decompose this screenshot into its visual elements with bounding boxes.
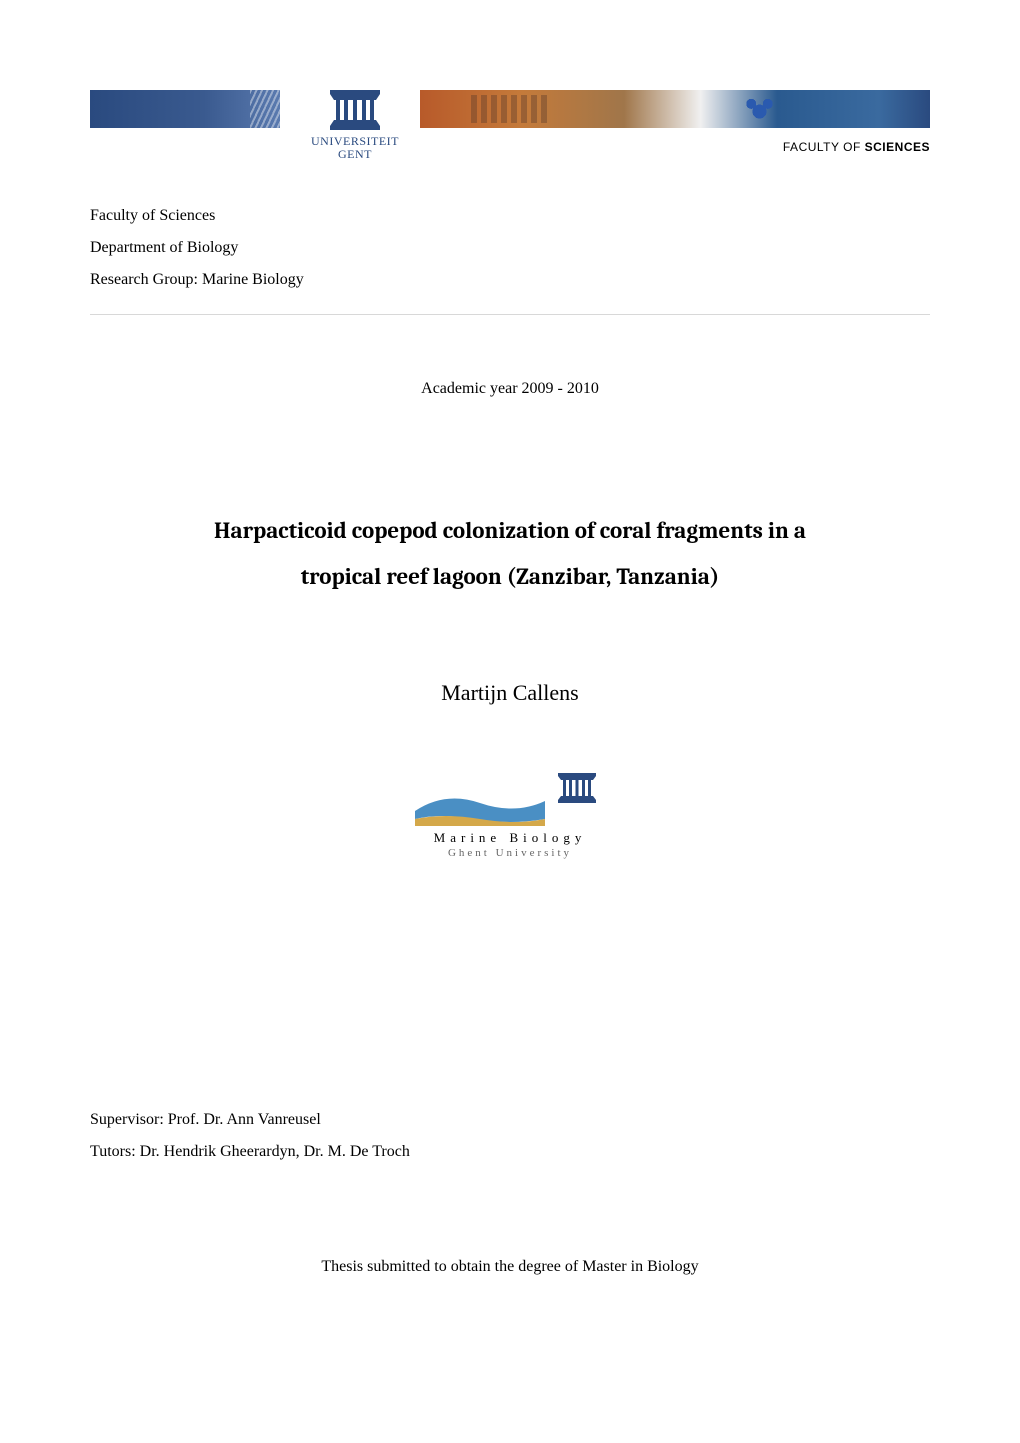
faculty-line: Faculty of Sciences [90,200,930,232]
divider [90,314,930,315]
banner-right-graphic [420,90,930,128]
supervisor-block: Supervisor: Prof. Dr. Ann Vanreusel Tuto… [90,1104,930,1168]
banner-left-graphic [90,90,290,128]
marine-biology-logo: Marine Biology Ghent University [90,771,930,859]
university-logo-text: UNIVERSITEIT GENT [311,135,399,160]
title-line2: tropical reef lagoon (Zanzibar, Tanzania… [90,554,930,600]
university-name-line1: UNIVERSITEIT [311,135,399,148]
title-line1: Harpacticoid copepod colonization of cor… [90,508,930,554]
university-logo: UNIVERSITEIT GENT [290,90,420,160]
header-banner: UNIVERSITEIT GENT FACULTY OF SCIENCES [90,90,930,160]
department-line: Department of Biology [90,232,930,264]
mb-logo-text: Marine Biology [434,830,587,846]
thesis-title: Harpacticoid copepod colonization of cor… [90,508,930,600]
marine-biology-icon [410,771,610,826]
tutors-line: Tutors: Dr. Hendrik Gheerardyn, Dr. M. D… [90,1136,930,1168]
department-block: Faculty of Sciences Department of Biolog… [90,200,930,296]
academic-year: Academic year 2009 - 2010 [90,380,930,398]
university-name-line2: GENT [311,148,399,161]
ugent-icon [320,90,390,132]
faculty-label: FACULTY OF SCIENCES [420,140,930,154]
faculty-label-bold: SCIENCES [865,140,930,154]
author-name: Martijn Callens [90,680,930,706]
mb-logo-subtext: Ghent University [448,847,572,859]
faculty-label-prefix: FACULTY OF [783,140,865,154]
banner-right-wrap: FACULTY OF SCIENCES [420,90,930,154]
research-group-line: Research Group: Marine Biology [90,264,930,296]
supervisor-line: Supervisor: Prof. Dr. Ann Vanreusel [90,1104,930,1136]
submission-line: Thesis submitted to obtain the degree of… [90,1258,930,1276]
